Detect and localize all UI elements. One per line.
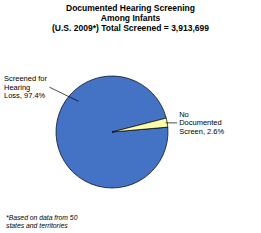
- data-label: Screened forHearingLoss, 97.4%: [4, 74, 47, 100]
- data-labels: Screened forHearingLoss, 97.4% NoDocument…: [4, 74, 225, 136]
- pie-group: [56, 76, 168, 188]
- data-label-line: Screen, 2.6%: [179, 127, 224, 136]
- footnote-line: states and territories: [6, 222, 68, 229]
- chart-title-line: (U.S. 2009*) Total Screened = 3,913,699: [52, 23, 209, 33]
- data-label: NoDocumentedScreen, 2.6%: [179, 110, 224, 136]
- leader-line: [49, 87, 78, 101]
- leader-line: [166, 122, 178, 123]
- footnote: *Based on data from 50states and territo…: [6, 214, 78, 229]
- footnote-line: *Based on data from 50: [6, 214, 78, 221]
- chart-title-line: Documented Hearing Screening: [66, 3, 195, 13]
- pie-slice: [112, 118, 168, 132]
- chart-title-line: Among Infants: [101, 13, 161, 23]
- pie-slice: [56, 76, 168, 188]
- data-label-line: Loss, 97.4%: [4, 91, 46, 100]
- chart-title: Documented Hearing ScreeningAmong Infant…: [52, 3, 209, 33]
- chart-svg: Documented Hearing ScreeningAmong Infant…: [0, 0, 261, 233]
